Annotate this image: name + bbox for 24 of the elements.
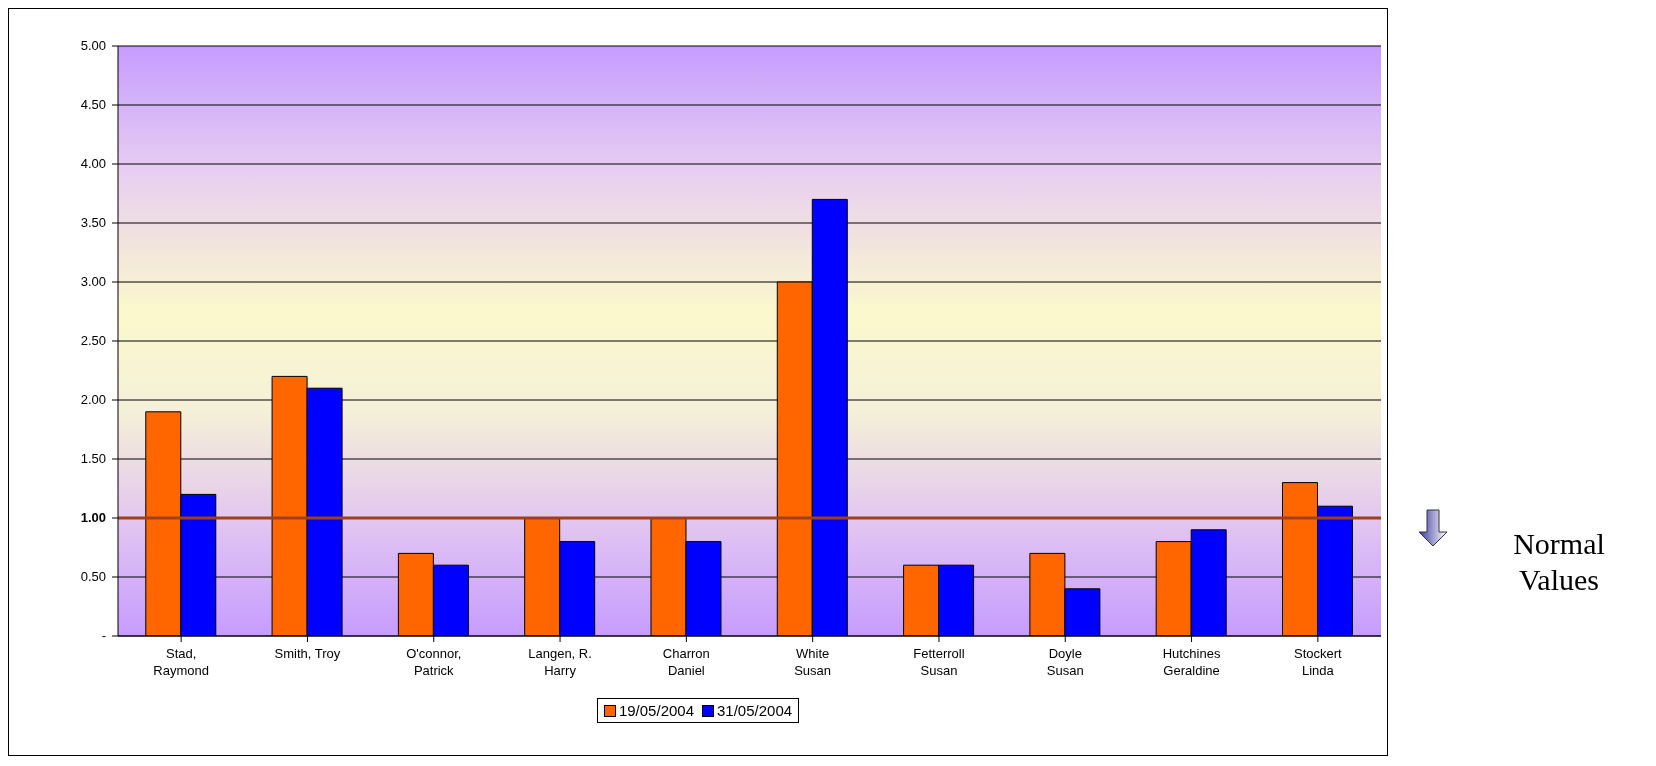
y-tick-label: 1.00 [80, 510, 106, 525]
y-tick-label: 4.00 [80, 156, 106, 171]
x-tick-label: O'connor, Patrick [406, 646, 462, 678]
x-tick-label: Stockert Linda [1294, 646, 1343, 678]
legend-label: 31/05/2004 [716, 702, 793, 719]
y-tick-label: - [101, 628, 106, 643]
y-tick-label: 2.50 [80, 333, 106, 348]
x-tick-label: Smith, Troy [274, 646, 341, 661]
y-tick-label: 2.00 [80, 392, 106, 407]
y-tick-label: 0.50 [80, 569, 106, 584]
x-tick-label: Charron Daniel [662, 646, 710, 678]
legend-label: Normal Values [1513, 527, 1605, 596]
x-tick-label: Fetterroll Susan [913, 646, 965, 678]
y-tick-label: 1.50 [80, 451, 106, 466]
x-tick-label: Stad, Raymond [153, 646, 209, 678]
x-tick-label: Hutchines Geraldine [1162, 646, 1221, 678]
x-tick-label: Langen, R. Harry [528, 646, 592, 678]
legend-label: 19/05/2004 [617, 702, 694, 719]
x-tick-label: White Susan [794, 646, 832, 678]
y-tick-label: 4.50 [80, 97, 106, 112]
y-tick-label: 5.00 [80, 38, 106, 53]
y-tick-label: 3.50 [80, 215, 106, 230]
x-tick-label: Doyle Susan [1046, 646, 1084, 678]
y-tick-label: 3.00 [80, 274, 106, 289]
